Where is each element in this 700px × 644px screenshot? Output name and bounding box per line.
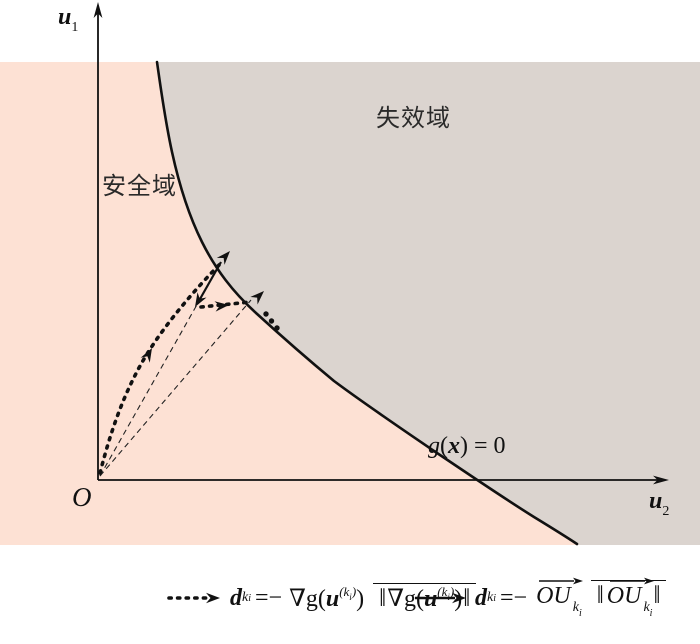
dashed-arrow-icon <box>167 592 220 604</box>
x-axis-label: u2 <box>649 488 670 519</box>
origin-label: O <box>72 482 92 512</box>
position-vector-fraction: OU ki ‖ OU ki‖ <box>529 577 667 619</box>
limit-state-label: g(x) = 0 <box>428 433 506 459</box>
failure-region-label: 失效域 <box>376 104 451 132</box>
direction-symbol: d <box>475 584 487 611</box>
x-axis-arrowhead-icon <box>653 475 669 485</box>
vector-overline-arrow-icon <box>609 577 654 584</box>
y-axis-label-subscript: 1 <box>71 20 79 35</box>
continuation-dots <box>263 311 280 331</box>
y-axis-arrowhead-icon <box>93 2 103 18</box>
equals-sign: =− <box>500 584 528 611</box>
gradient-search-path <box>98 263 221 475</box>
solid-arrow-icon <box>415 592 466 604</box>
fraction-numerator: ∇g(u(ki)) <box>289 583 365 612</box>
y-axis-label: u1 <box>58 4 79 35</box>
gradient-path-mid-arrowhead-icon <box>140 348 152 363</box>
second-step-mid-arrowhead-icon <box>214 301 229 312</box>
fraction-numerator: OU ki <box>529 577 587 619</box>
vector-overline-arrow-icon <box>539 577 584 584</box>
return-direction-arrowhead-icon <box>195 292 207 307</box>
direction-symbol: d <box>230 584 242 611</box>
fraction-denominator: ‖ OU ki‖ <box>590 577 667 619</box>
failure-region <box>157 62 700 545</box>
gradient-path-end-arrowhead-icon <box>216 251 230 265</box>
safe-region-label: 安全域 <box>102 172 177 200</box>
return-direction-arrow-shaft <box>199 261 222 300</box>
limit-state-curve <box>155 60 579 546</box>
second-step-end-arrowhead-icon <box>250 291 264 305</box>
origin-ray-to-second-point <box>99 299 252 477</box>
x-axis-label-subscript: 2 <box>662 504 670 519</box>
equals-sign: =− <box>255 584 283 611</box>
